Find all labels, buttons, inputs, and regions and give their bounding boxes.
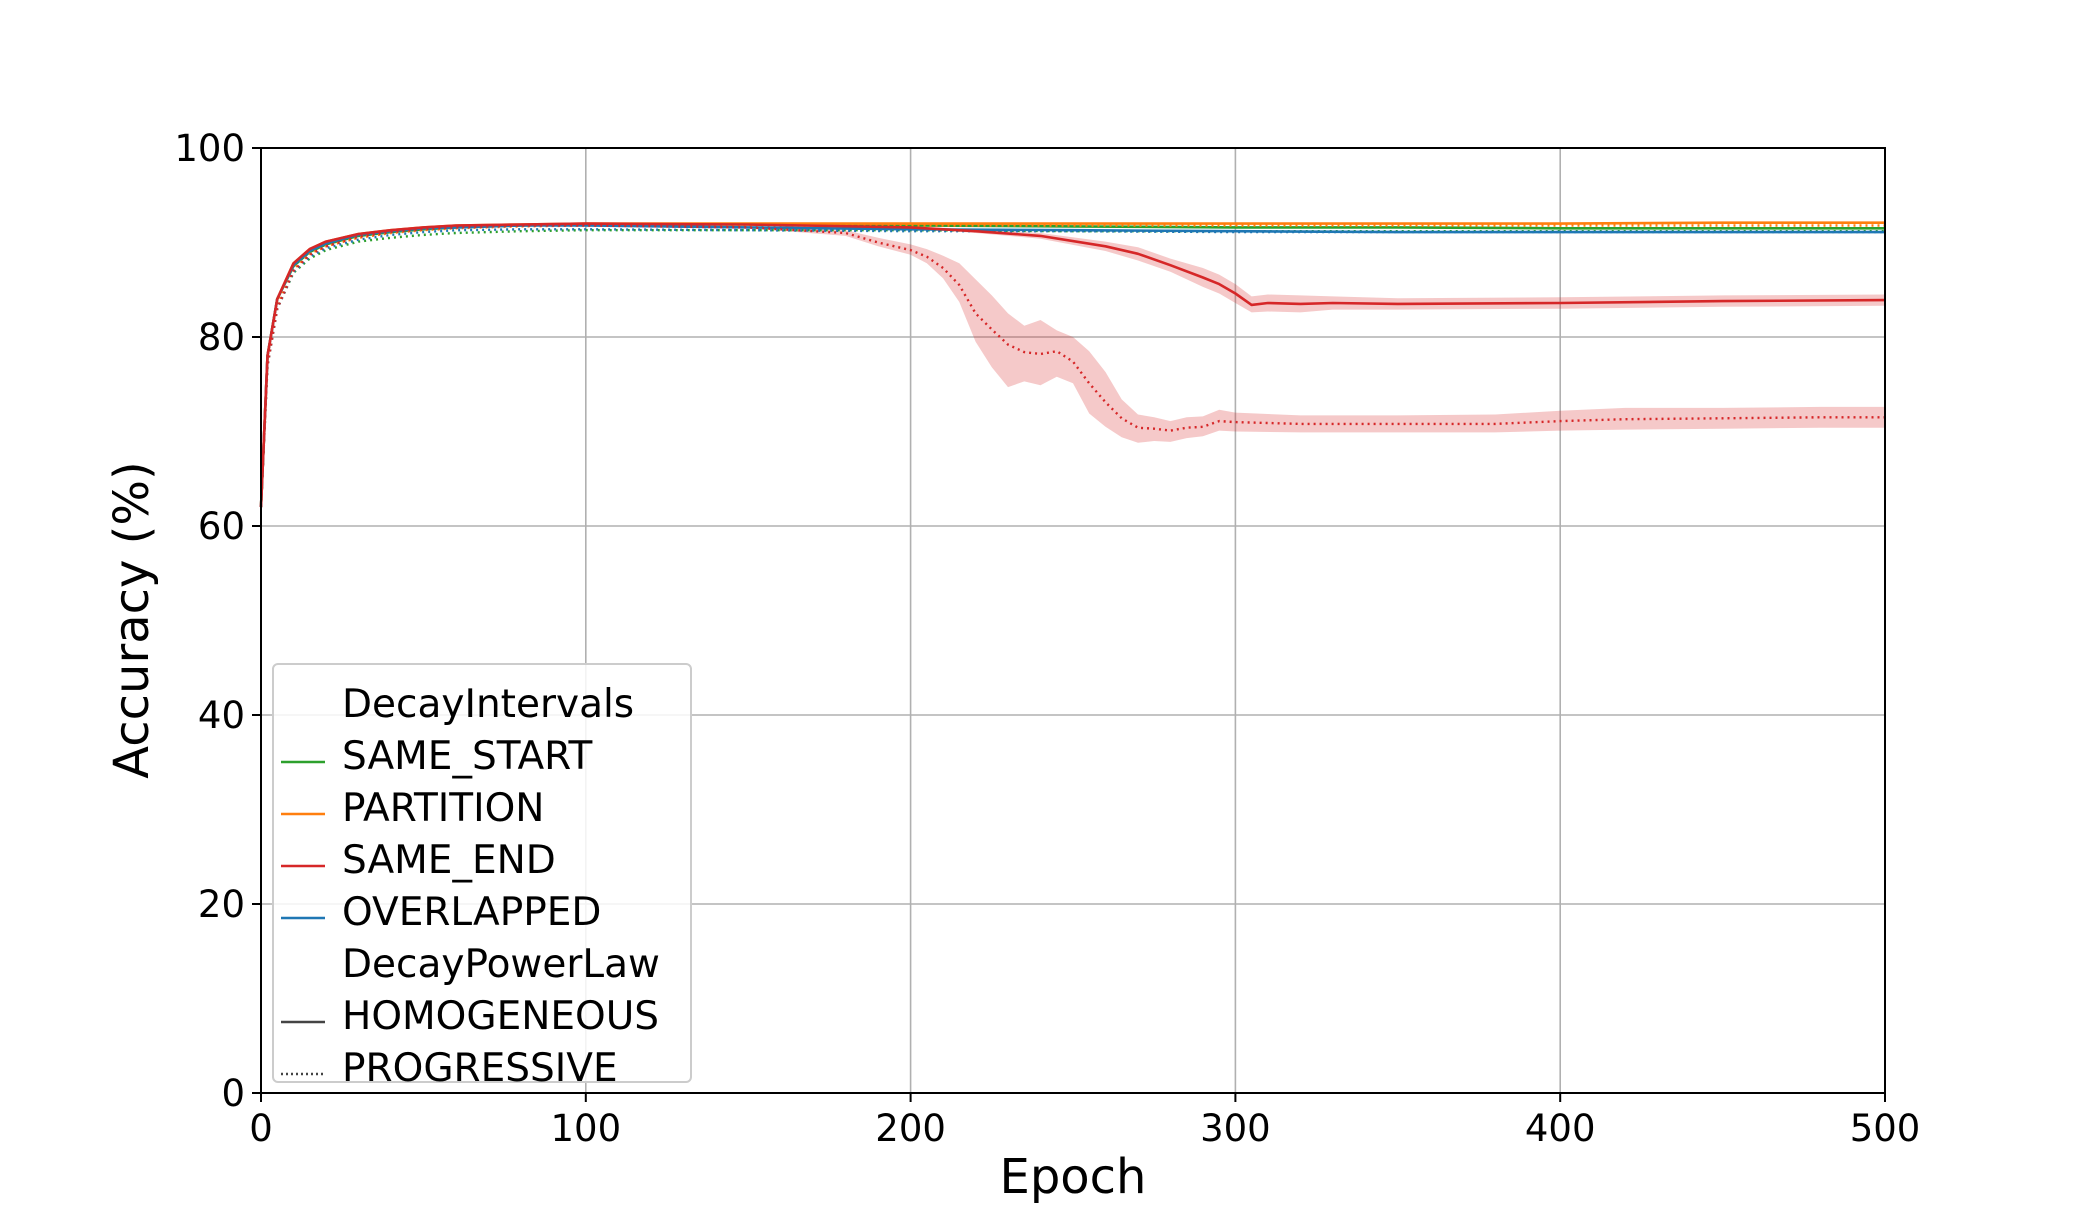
line-overlapped-progressive xyxy=(259,228,1885,508)
y-tick-label: 0 xyxy=(221,1072,245,1115)
legend-group-title: DecayIntervals xyxy=(342,682,634,727)
legend-box xyxy=(272,663,692,1083)
line-partition-progressive xyxy=(259,224,1885,508)
band-same-end-progressive xyxy=(261,225,1885,508)
legend: DecayIntervals SAME_START PARTITION SAME_EN… xyxy=(272,663,692,1091)
x-tick-label: 400 xyxy=(1525,1107,1596,1150)
x-tick-label: 300 xyxy=(1200,1107,1271,1150)
y-tick-label: 20 xyxy=(198,883,245,926)
legend-entry-label: SAME_START xyxy=(342,734,592,779)
x-tick-label: 100 xyxy=(550,1107,621,1150)
line-same-end-homogeneous xyxy=(259,222,1886,508)
x-axis-label: Epoch xyxy=(1000,1149,1147,1205)
axis-ticks: 0 100 200 300 400 500 0 20 40 60 80 100 xyxy=(174,127,1920,1150)
y-tick-label: 60 xyxy=(198,505,245,548)
x-tick-label: 0 xyxy=(249,1107,273,1150)
x-tick-label: 500 xyxy=(1850,1107,1921,1150)
legend-entry-label: OVERLAPPED xyxy=(342,890,601,935)
y-axis-label: Accuracy (%) xyxy=(104,461,160,778)
series-lines xyxy=(259,221,1886,508)
y-tick-label: 100 xyxy=(174,127,245,170)
plot-frame xyxy=(260,147,1886,1094)
y-tick-label: 40 xyxy=(198,694,245,737)
legend-entry-label: PARTITION xyxy=(342,786,544,831)
legend-entry-label: PROGRESSIVE xyxy=(342,1046,618,1091)
legend-entry-label: SAME_END xyxy=(342,838,556,883)
confidence-bands xyxy=(261,223,1885,508)
legend-entry-label: HOMOGENEOUS xyxy=(342,994,659,1039)
x-tick-label: 200 xyxy=(875,1107,946,1150)
y-tick-label: 80 xyxy=(198,316,245,359)
legend-group-title: DecayPowerLaw xyxy=(342,942,660,987)
